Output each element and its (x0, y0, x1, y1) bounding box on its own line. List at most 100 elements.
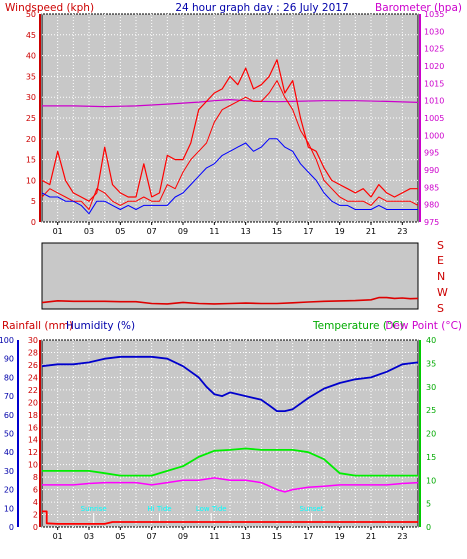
rainfall-tick-label: 6 (33, 486, 38, 495)
temperature-tick-label: 0 (426, 523, 431, 532)
plot1-x-tick-label: 11 (209, 227, 219, 236)
rainfall-tick-label: 4 (33, 498, 38, 507)
rainfall-tick-label: 26 (28, 361, 38, 370)
humidity-series-line (41, 355, 419, 413)
barometer-series-line (42, 98, 419, 108)
barometer-axis-title: Barometer (hpa) (375, 2, 462, 14)
windspeed-axis-title: Windspeed (kph) (5, 2, 94, 14)
humidity-tick-label: 70 (4, 392, 14, 401)
temperature-tick-label: 30 (426, 383, 436, 392)
plot3-x-tick-label: 11 (209, 532, 219, 541)
barometer-tick-label: 1015 (424, 79, 444, 88)
direction-label-w: W (437, 286, 448, 299)
rainfall-tick-label: 30 (28, 336, 38, 345)
temperature-series-line (42, 447, 418, 477)
windspeed-tick-label: 50 (26, 10, 36, 19)
plot3-x-tick-label: 15 (272, 532, 282, 541)
plot3-x-tick-label: 07 (147, 532, 157, 541)
temperature-tick-label: 35 (426, 359, 436, 368)
barometer-tick-label: 985 (424, 183, 439, 192)
plot3-x-tick-label: 03 (84, 532, 94, 541)
plot3-x-tick-label: 17 (303, 532, 313, 541)
windspeed-tick-label: 0 (31, 218, 36, 227)
rainfall-tick-label: 14 (28, 436, 38, 445)
plot3-x-tick-label: 23 (397, 532, 407, 541)
barometer-tick-label: 990 (424, 166, 439, 175)
temperature-tick-label: 10 (426, 476, 436, 485)
barometer-tick-label: 1020 (424, 62, 444, 71)
plot3-x-tick-label: 13 (241, 532, 251, 541)
plot1-x-tick-label: 07 (147, 227, 157, 236)
temperature-tick-label: 5 (426, 500, 431, 509)
plot3-x-tick-label: 01 (53, 532, 63, 541)
temperature-tick-label: 20 (426, 430, 436, 439)
plot1-background (41, 13, 419, 223)
windspeed-tick-label: 30 (26, 93, 36, 102)
humidity-tick-label: 80 (4, 373, 14, 382)
windspeed-tick-label: 20 (26, 135, 36, 144)
barometer-tick-label: 1030 (424, 27, 444, 36)
rainfall-tick-label: 10 (28, 461, 38, 470)
direction-axis-labels: S E N W S (437, 239, 448, 315)
rainfall-tick-label: 24 (28, 373, 38, 382)
rainfall-tick-label: 8 (33, 473, 38, 482)
temperature-axis-title: Temperature (°C) (312, 320, 404, 332)
temperature-tick-label: 25 (426, 406, 436, 415)
windspeed-series-line (41, 80, 419, 210)
plot1-x-tick-label: 21 (366, 227, 376, 236)
windspeed-tick-label: 10 (26, 176, 36, 185)
windspeed-tick-label: 35 (26, 72, 36, 81)
rainfall-axis-title: Rainfall (mm) (2, 320, 73, 332)
plot1-x-tick-label: 19 (335, 227, 345, 236)
annotation-label: Sunset (299, 505, 323, 513)
avg-wind-series-line (41, 138, 418, 215)
dewpoint-series-line (42, 477, 419, 493)
rainfall-tick-label: 12 (28, 448, 38, 457)
barometer-tick-label: 975 (424, 218, 439, 227)
barometer-tick-label: 1025 (424, 45, 444, 54)
humidity-tick-label: 30 (4, 467, 14, 476)
direction-label-e: E (437, 254, 444, 267)
plot3-x-tick-label: 09 (178, 532, 188, 541)
barometer-tick-label: 1000 (424, 131, 444, 140)
annotation-label: Sunrise (81, 505, 107, 513)
barometer-tick-label: 1035 (424, 10, 444, 19)
humidity-tick-label: 50 (4, 430, 14, 439)
rainfall-tick-label: 22 (28, 386, 38, 395)
humidity-tick-label: 0 (9, 523, 14, 532)
gust-series-line (41, 59, 418, 202)
graph-title: 24 hour graph day : 26 July 2017 (175, 2, 348, 14)
humidity-tick-label: 10 (4, 504, 14, 513)
plot1-x-tick-label: 09 (178, 227, 188, 236)
plot2-background (41, 242, 419, 310)
plot1-x-tick-label: 03 (84, 227, 94, 236)
barometer-tick-label: 1010 (424, 97, 444, 106)
humidity-axis-title: Humidity (%) (66, 320, 135, 332)
rainfall-tick-label: 16 (28, 423, 38, 432)
direction-label-s-bottom: S (437, 302, 444, 315)
annotation-label: Hi Tide (147, 505, 171, 513)
plot1-x-tick-label: 17 (303, 227, 313, 236)
annotation-label: Low Tide (196, 505, 227, 513)
plot1-x-tick-label: 01 (53, 227, 63, 236)
plot1-x-tick-label: 23 (397, 227, 407, 236)
humidity-tick-label: 60 (4, 411, 14, 420)
windspeed-tick-label: 5 (31, 197, 36, 206)
temperature-tick-label: 40 (426, 336, 436, 345)
barometer-tick-label: 1005 (424, 114, 444, 123)
dewpoint-axis-title: Dew Point (°C) (385, 320, 462, 332)
plot3-x-tick-label: 05 (115, 532, 125, 541)
wind-direction-plot (41, 242, 419, 310)
plot3-x-tick-label: 21 (366, 532, 376, 541)
rainfall-tick-label: 0 (33, 523, 38, 532)
plot1-x-tick-label: 13 (241, 227, 251, 236)
rainfall-series-line (42, 510, 418, 525)
rainfall-tick-label: 18 (28, 411, 38, 420)
direction-label-s-top: S (437, 239, 444, 252)
barometer-tick-label: 995 (424, 149, 439, 158)
windspeed-tick-label: 25 (26, 114, 36, 123)
rainfall-tick-label: 28 (28, 348, 38, 357)
humidity-tick-label: 90 (4, 355, 14, 364)
plot1-x-tick-label: 05 (115, 227, 125, 236)
